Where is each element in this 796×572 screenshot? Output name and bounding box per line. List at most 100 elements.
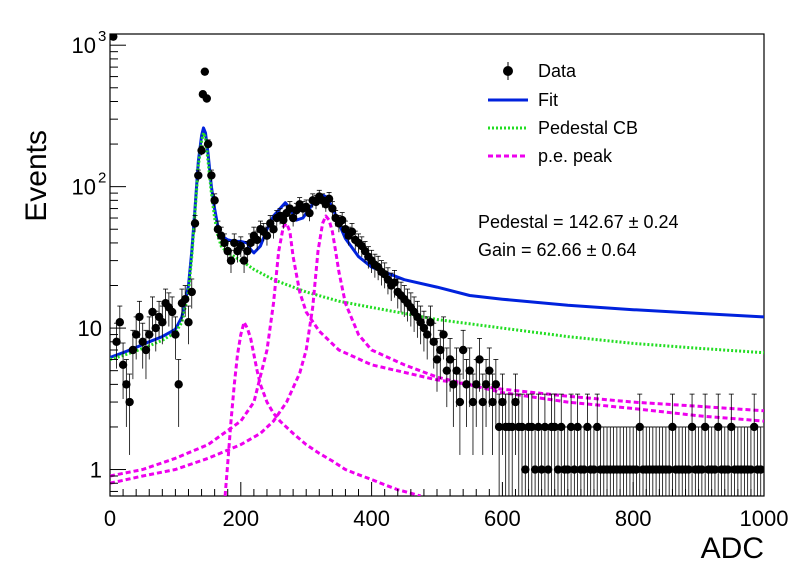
data-point [171,330,180,339]
data-point [252,235,262,245]
data-point [583,422,592,432]
data-point [141,345,151,355]
data-point [511,397,520,407]
data-point [700,422,710,432]
data-point [148,307,157,317]
data-point [723,465,733,474]
data-point [203,139,213,149]
data-point [537,465,546,474]
data-point [118,360,128,370]
data-point [468,397,478,407]
x-tick-label: 0 [104,506,116,531]
y-tick-label: 1 [90,458,102,483]
data-point [593,422,602,432]
data-point [527,422,537,432]
data-point [115,318,125,327]
x-tick-label: 1000 [740,506,789,531]
data-point [563,465,572,474]
data-point [485,366,494,375]
y-tick-label: 10 [72,175,96,200]
data-point [684,465,693,474]
data-point [223,246,232,256]
data-point [426,318,435,327]
data-point [475,355,484,364]
y-tick-label: 10 [72,33,96,58]
data-point [151,323,160,333]
data-point [449,380,458,389]
data-point [746,465,756,474]
legend-entry-pe-peak: p.e. peak [488,146,613,166]
data-point [452,366,461,375]
data-point [550,422,559,432]
data-point [710,465,720,474]
data-point [122,380,131,389]
data-point [135,312,144,322]
data-point [566,422,576,432]
data-point [138,337,147,346]
x-tick-label: 800 [615,506,652,531]
data-point [226,256,236,265]
legend-data-label: Data [538,61,577,81]
series-line [110,126,764,359]
x-tick-label: 600 [484,506,521,531]
y-axis-title: Events [20,130,53,222]
data-point [187,287,196,297]
data-point [589,465,599,474]
data-point [573,422,582,432]
data-point [131,330,141,339]
data-point [579,465,589,474]
data-point [508,422,517,432]
data-point [210,196,219,205]
series-line [110,131,764,361]
data-point [207,171,216,180]
data-points [110,34,764,496]
data-point [230,238,239,248]
data-point [491,380,501,389]
data-point [125,397,134,407]
series-line [110,221,764,478]
data-point [462,380,471,389]
data-point [190,219,200,228]
data-point [488,397,497,407]
data-point [110,34,118,41]
legend-pedestal-label: Pedestal CB [538,118,638,138]
data-point [445,355,455,364]
legend-fit-label: Fit [538,90,558,110]
data-point [174,380,183,389]
data-point [220,238,229,248]
data-point [419,323,429,333]
data-point [635,422,644,432]
y-tick-exponent: 2 [98,170,106,187]
data-point [202,94,211,103]
data-point [749,422,759,432]
data-point [687,422,697,432]
gain-annotation: Gain = 62.66 ± 0.64 [478,240,637,260]
data-point [465,366,474,375]
data-point [128,345,138,355]
data-point [534,422,543,432]
data-point [455,397,465,407]
pedestal-annotation: Pedestal = 142.67 ± 0.24 [478,212,679,232]
data-point [756,465,764,474]
data-point [478,397,487,407]
data-point [442,366,452,375]
data-point [439,330,448,339]
data-point [167,307,177,317]
data-point [714,422,723,432]
data-point [305,208,314,218]
data-point [337,215,347,225]
data-point [668,422,677,432]
legend-entry-data: Data [503,61,577,81]
data-point [481,380,491,389]
data-point [347,227,357,236]
data-point [543,465,553,474]
data-point [530,465,540,474]
data-point [429,337,438,346]
data-point [243,246,252,256]
data-point [697,465,707,474]
data-point [200,67,210,76]
data-point [390,278,399,287]
